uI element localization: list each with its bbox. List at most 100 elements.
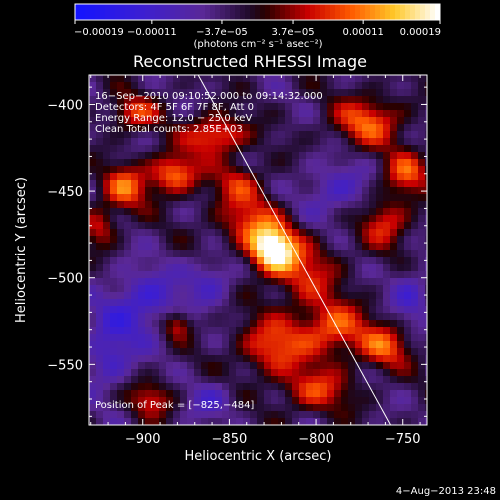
heatmap-cell xyxy=(355,110,363,118)
heatmap-cell xyxy=(306,250,314,258)
heatmap-cell xyxy=(89,194,97,202)
heatmap-cell xyxy=(145,201,153,209)
heatmap-cell xyxy=(180,229,188,237)
heatmap-cell xyxy=(257,208,265,216)
heatmap-cell xyxy=(124,145,132,153)
heatmap-cell xyxy=(313,222,321,230)
heatmap-cell xyxy=(341,236,349,244)
heatmap-cell xyxy=(334,117,342,125)
heatmap-cell xyxy=(264,131,272,139)
heatmap-cell xyxy=(390,306,398,314)
heatmap-cell xyxy=(320,96,328,104)
heatmap-cell xyxy=(271,208,279,216)
heatmap-cell xyxy=(327,334,335,342)
heatmap-cell xyxy=(117,229,125,237)
heatmap-cell xyxy=(229,89,237,97)
colorbar-cell xyxy=(295,4,301,20)
peak-position-label: Position of Peak = [−825,−484] xyxy=(95,400,254,411)
heatmap-cell xyxy=(418,131,426,139)
heatmap-cell xyxy=(397,355,405,363)
heatmap-cell xyxy=(243,96,251,104)
heatmap-cell xyxy=(194,320,202,328)
heatmap-cell xyxy=(159,208,167,216)
heatmap-cell xyxy=(292,334,300,342)
heatmap-cell xyxy=(313,250,321,258)
heatmap-cell xyxy=(362,201,370,209)
heatmap-cell xyxy=(369,131,377,139)
heatmap-cell xyxy=(236,201,244,209)
heatmap-cell xyxy=(313,110,321,118)
heatmap-cell xyxy=(271,180,279,188)
heatmap-cell xyxy=(138,369,146,377)
heatmap-cell xyxy=(145,166,153,174)
heatmap-cell xyxy=(292,404,300,412)
heatmap-cell xyxy=(320,257,328,265)
heatmap-cell xyxy=(348,348,356,356)
colorbar-frame xyxy=(74,3,441,21)
heatmap-cell xyxy=(369,236,377,244)
heatmap-cell xyxy=(285,257,293,265)
heatmap-cell xyxy=(159,173,167,181)
heatmap-cell xyxy=(278,383,286,391)
heatmap-cell xyxy=(166,369,174,377)
heatmap-cell xyxy=(152,166,160,174)
heatmap-cell xyxy=(264,110,272,118)
heatmap-cell xyxy=(320,327,328,335)
heatmap-cell xyxy=(334,201,342,209)
heatmap-cell xyxy=(425,243,427,251)
heatmap-cell xyxy=(96,264,104,272)
heatmap-cell xyxy=(369,173,377,181)
heatmap-cell xyxy=(208,229,216,237)
heatmap-cell xyxy=(411,278,419,286)
heatmap-cell xyxy=(124,369,132,377)
heatmap-cell xyxy=(271,404,279,412)
heatmap-cell xyxy=(180,103,188,111)
heatmap-cell xyxy=(313,278,321,286)
heatmap-cell xyxy=(229,208,237,216)
heatmap-cell xyxy=(194,306,202,314)
heatmap-cell xyxy=(397,334,405,342)
heatmap-cell xyxy=(180,369,188,377)
heatmap-cell xyxy=(124,82,132,90)
heatmap-cell xyxy=(313,138,321,146)
heatmap-cell xyxy=(355,117,363,125)
heatmap-cell xyxy=(285,215,293,223)
heatmap-cell xyxy=(376,320,384,328)
heatmap-cell xyxy=(271,257,279,265)
heatmap-cell xyxy=(173,152,181,160)
heatmap-cell xyxy=(292,208,300,216)
heatmap-cell xyxy=(187,306,195,314)
heatmap-cell xyxy=(425,362,427,370)
heatmap-cell xyxy=(334,418,342,425)
heatmap-cell xyxy=(306,82,314,90)
heatmap-cell xyxy=(215,173,223,181)
heatmap-cell xyxy=(383,222,391,230)
heatmap-cell xyxy=(215,278,223,286)
heatmap-cell xyxy=(327,82,335,90)
heatmap-cell xyxy=(285,103,293,111)
heatmap-cell xyxy=(376,285,384,293)
heatmap-cell xyxy=(334,180,342,188)
heatmap-cell xyxy=(362,229,370,237)
heatmap-cell xyxy=(222,89,230,97)
heatmap-cell xyxy=(250,278,258,286)
heatmap-cell xyxy=(138,82,146,90)
heatmap-cell xyxy=(292,159,300,167)
heatmap-cell xyxy=(292,243,300,251)
heatmap-cell xyxy=(376,404,384,412)
heatmap-cell xyxy=(201,131,209,139)
heatmap-cell xyxy=(145,250,153,258)
heatmap-cell xyxy=(320,313,328,321)
heatmap-cell xyxy=(145,96,153,104)
heatmap-cell xyxy=(208,159,216,167)
heatmap-cell xyxy=(243,208,251,216)
heatmap-cell xyxy=(229,355,237,363)
heatmap-cell xyxy=(173,404,181,412)
heatmap-cell xyxy=(138,334,146,342)
heatmap-cell xyxy=(278,334,286,342)
heatmap-cell xyxy=(152,271,160,279)
heatmap-cell xyxy=(222,222,230,230)
colorbar-cell xyxy=(240,4,246,20)
heatmap-cell xyxy=(159,166,167,174)
heatmap-cell xyxy=(257,75,265,83)
